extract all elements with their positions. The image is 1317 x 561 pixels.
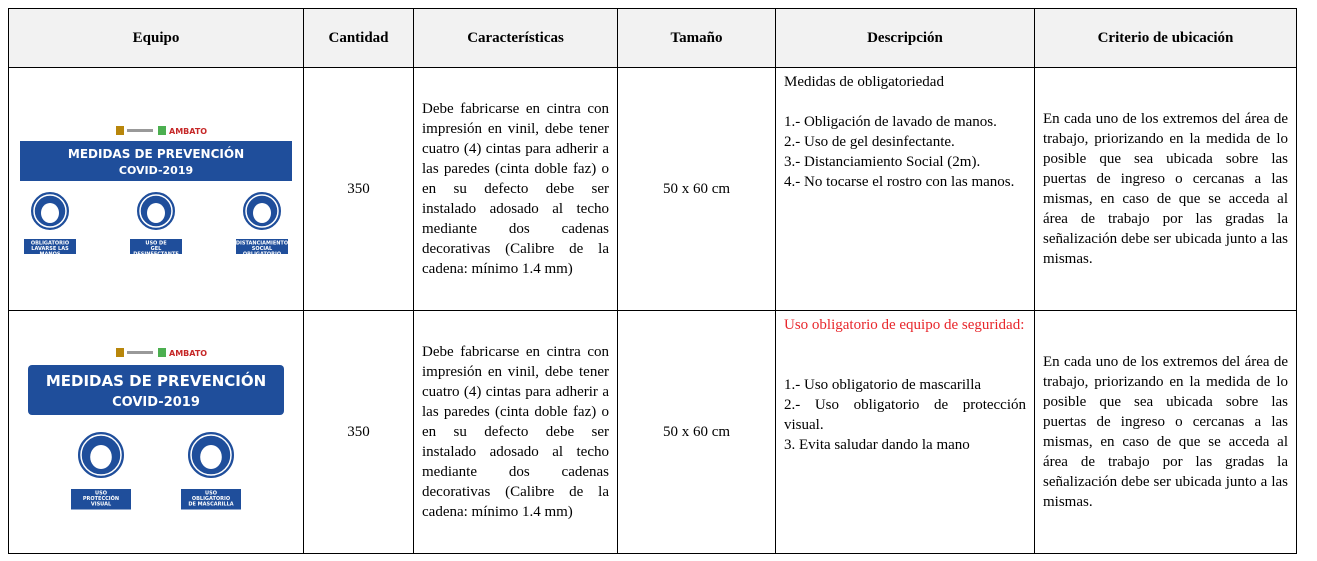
placement-cell: En cada uno de los extremos del área de … bbox=[1034, 310, 1297, 554]
logo-crest bbox=[116, 125, 124, 135]
column-header: Cantidad bbox=[303, 8, 414, 68]
equipment-table: Equipo Cantidad Características Tamaño Descr… bbox=[8, 8, 1297, 554]
sign-label-line: DISTANCIAMIENTO bbox=[236, 240, 288, 246]
characteristics-cell: Debe fabricarse en cintra con impresión … bbox=[413, 310, 618, 554]
description-item: 1.- Uso obligatorio de mascarilla bbox=[784, 377, 982, 393]
description-item: 2.- Uso de gel desinfectante. bbox=[784, 134, 955, 150]
sign-label: USO OBLIGATORIO DE MASCARILLA bbox=[188, 491, 233, 508]
sign-icon-ring bbox=[33, 193, 67, 228]
sign-icon-ring bbox=[80, 434, 122, 476]
sign-label-line: OBLIGATORIO bbox=[192, 496, 230, 502]
quantity-cell: 350 bbox=[303, 310, 414, 554]
sign-label-line: SOCIAL bbox=[252, 246, 273, 252]
characteristics-cell: Debe fabricarse en cintra con impresión … bbox=[413, 67, 618, 311]
sign-icon-figure bbox=[41, 202, 59, 223]
sign-label-line: USO bbox=[95, 491, 107, 497]
logo-text-bar bbox=[127, 351, 153, 354]
description-cell: Medidas de obligatoriedad 1.- Obligación … bbox=[775, 67, 1035, 311]
sign-label-line: OBLIGATORIO bbox=[243, 251, 281, 254]
sign-icon-figure bbox=[253, 202, 271, 223]
spacer bbox=[784, 92, 1026, 112]
column-header: Descripción bbox=[775, 8, 1035, 68]
sign-banner bbox=[20, 140, 292, 181]
sign-label-line: LAVARSE LAS bbox=[31, 246, 69, 252]
sign-bg bbox=[20, 118, 292, 254]
description-cell: Uso obligatorio de equipo de seguridad: 1… bbox=[775, 310, 1035, 554]
sign-label-line: PROTECCIÓN bbox=[83, 495, 119, 502]
description-item: 3. Evita saludar dando la mano bbox=[784, 437, 970, 453]
logo-ambato-icon bbox=[158, 348, 166, 357]
equipment-cell: AMBATO MEDIDAS DE PREVENCIÓN COVID-2019 USO… bbox=[8, 310, 304, 554]
sign-title: MEDIDAS DE PREVENCIÓN bbox=[68, 145, 244, 160]
quantity-cell: 350 bbox=[303, 67, 414, 311]
size-cell: 50 x 60 cm bbox=[617, 310, 776, 554]
description-item: 4.- No tocarse el rostro con las manos. bbox=[784, 174, 1015, 190]
logo-text: AMBATO bbox=[169, 349, 207, 358]
sign-image: AMBATO MEDIDAS DE PREVENCIÓN COVID-2019 USO… bbox=[20, 339, 292, 519]
sign-subtitle: COVID-2019 bbox=[112, 395, 200, 410]
sign-label-line: USO DE bbox=[145, 240, 167, 246]
sign-icon-figure bbox=[200, 445, 222, 469]
sign-banner bbox=[28, 365, 284, 415]
description-heading: Medidas de obligatoriedad bbox=[784, 74, 944, 90]
sign-label-line: OBLIGATORIO bbox=[31, 240, 69, 246]
description-item: 2.- Uso obligatorio de protección visual… bbox=[784, 397, 1026, 433]
table-body: AMBATO MEDIDAS DE PREVENCIÓN COVID-2019 OBL… bbox=[8, 67, 1297, 554]
column-header: Características bbox=[413, 8, 618, 68]
sign-image: AMBATO MEDIDAS DE PREVENCIÓN COVID-2019 OBL… bbox=[20, 118, 292, 265]
sign-icon-figure bbox=[147, 202, 165, 223]
sign-label-box bbox=[181, 489, 241, 510]
sign-label: USO PROTECCIÓN VISUAL bbox=[83, 491, 119, 508]
sign-icon-ring bbox=[245, 193, 279, 228]
sign-label-line: USO bbox=[205, 491, 217, 497]
sign-icon-ring bbox=[139, 193, 173, 228]
logo-ambato-icon bbox=[158, 125, 166, 135]
size-cell: 50 x 60 cm bbox=[617, 67, 776, 311]
spacer bbox=[784, 335, 1026, 355]
sign-label-line: VISUAL bbox=[91, 502, 112, 508]
logo-crest bbox=[116, 348, 124, 357]
sign-label-line: DE MASCARILLA bbox=[188, 502, 233, 508]
header-row: Equipo Cantidad Características Tamaño Descr… bbox=[8, 8, 1297, 68]
table-row: AMBATO MEDIDAS DE PREVENCIÓN COVID-2019 USO… bbox=[8, 310, 1297, 554]
description-item: 3.- Distanciamiento Social (2m). bbox=[784, 154, 981, 170]
logo-text-bar bbox=[127, 128, 153, 132]
equipment-cell: AMBATO MEDIDAS DE PREVENCIÓN COVID-2019 OBL… bbox=[8, 67, 304, 311]
placement-cell: En cada uno de los extremos del área de … bbox=[1034, 67, 1297, 311]
sign-label-line: MANOS bbox=[40, 251, 61, 254]
column-header: Criterio de ubicación bbox=[1034, 8, 1297, 68]
sign-label-line: DESINFECTANTE bbox=[133, 251, 179, 254]
description-item: 1.- Obligación de lavado de manos. bbox=[784, 114, 997, 130]
table-row: AMBATO MEDIDAS DE PREVENCIÓN COVID-2019 OBL… bbox=[8, 67, 1297, 311]
spacer bbox=[784, 355, 1026, 375]
sign-icon-figure bbox=[90, 445, 112, 469]
sign-subtitle: COVID-2019 bbox=[119, 163, 193, 176]
logo-text: AMBATO bbox=[169, 127, 207, 136]
sign-label-box bbox=[71, 489, 131, 510]
sign-icon-ring bbox=[190, 434, 232, 476]
sign-title: MEDIDAS DE PREVENCIÓN bbox=[46, 371, 266, 390]
description-heading: Uso obligatorio de equipo de seguridad: bbox=[784, 317, 1025, 333]
sign-label-line: GEL bbox=[151, 246, 163, 252]
column-header: Equipo bbox=[8, 8, 304, 68]
column-header: Tamaño bbox=[617, 8, 776, 68]
